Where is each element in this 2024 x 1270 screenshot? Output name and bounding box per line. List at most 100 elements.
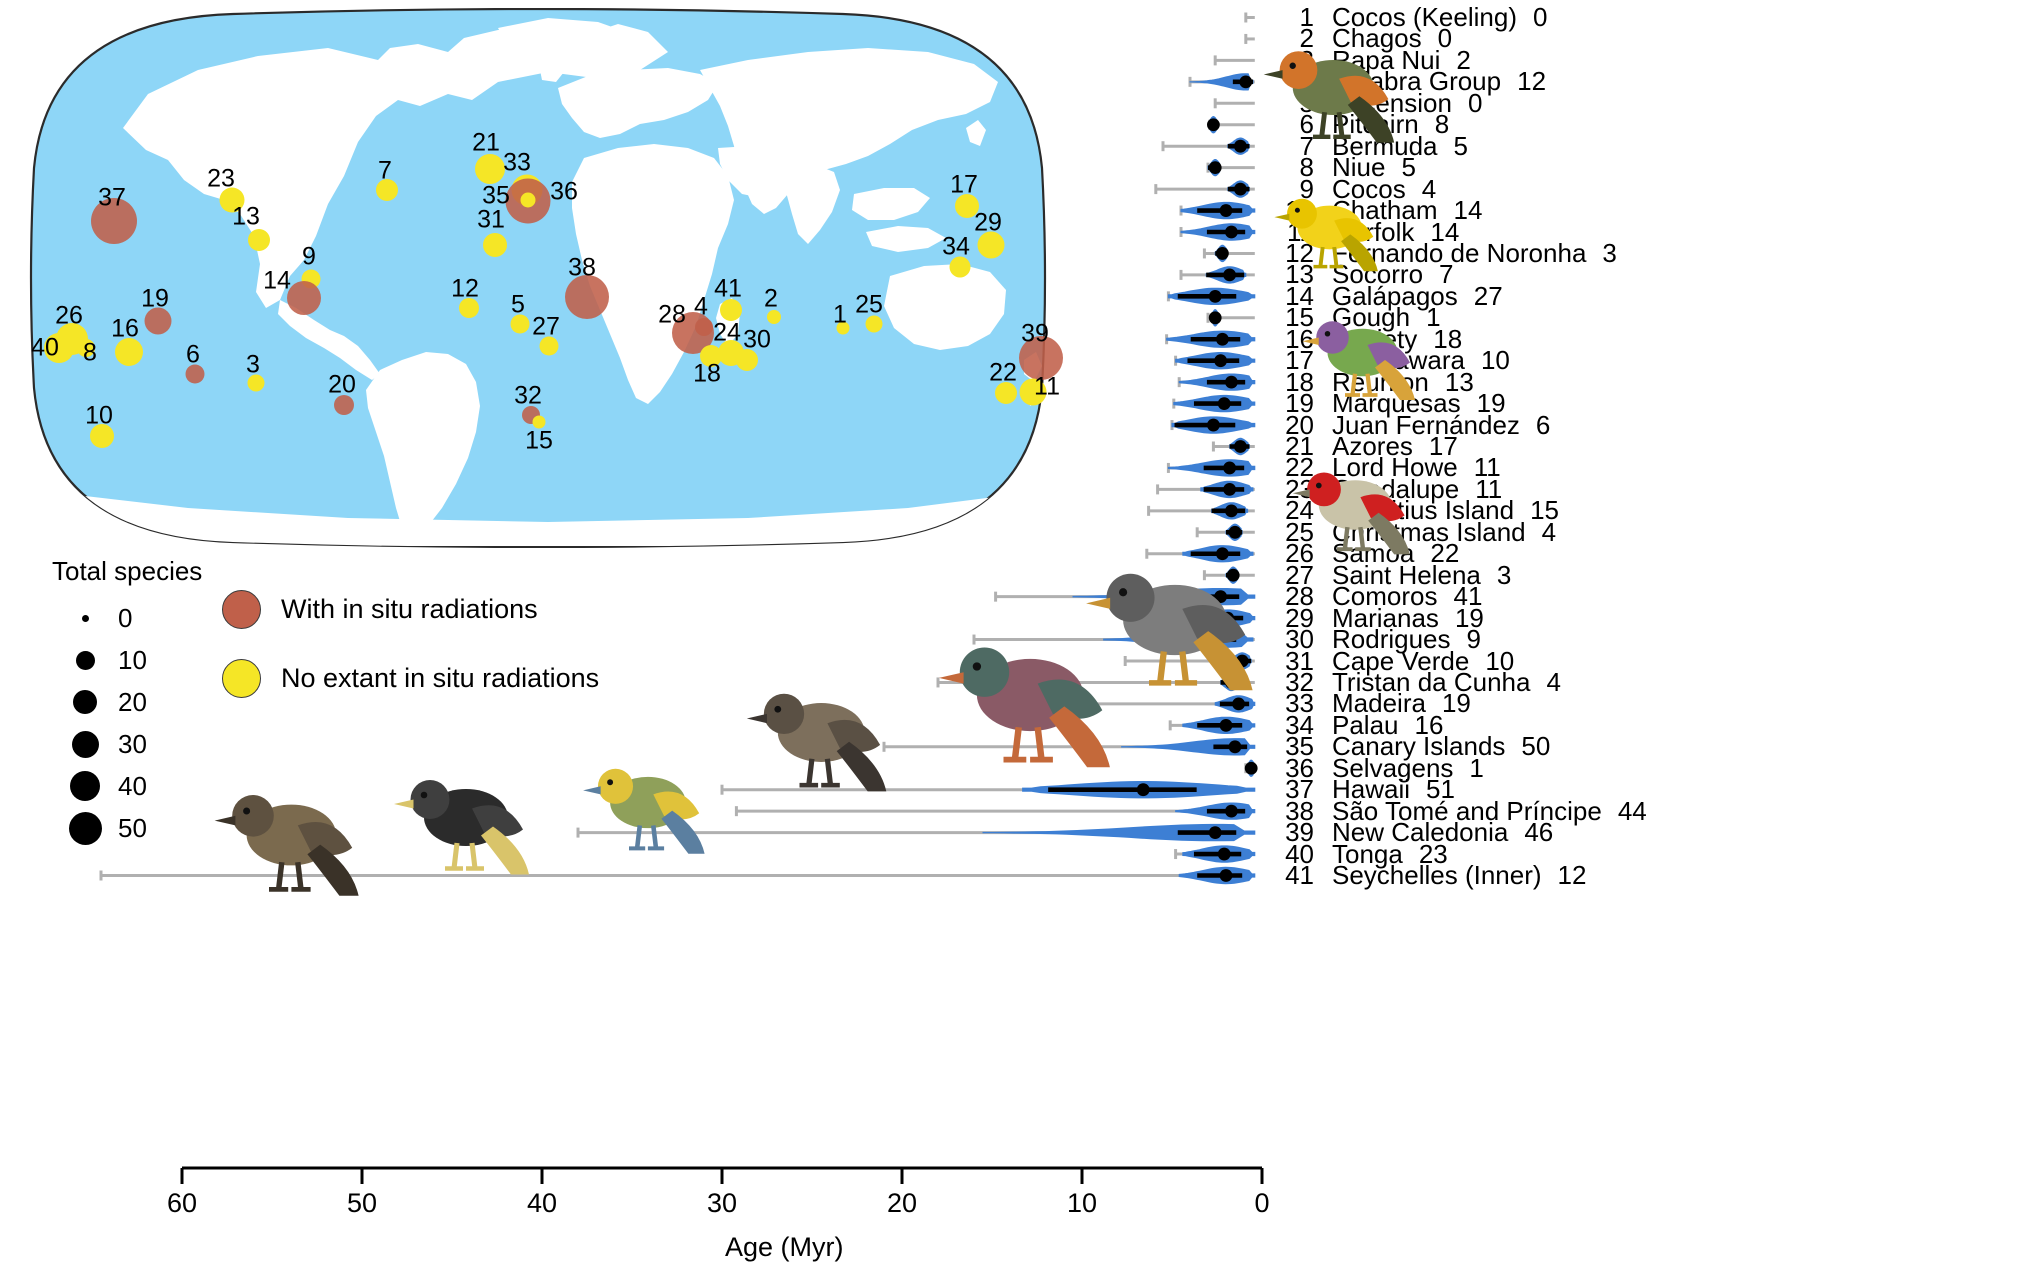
map-bubble-12 [459,298,479,318]
violin-row-5 [1213,98,1255,109]
size-legend-row: 0 [52,597,282,639]
map-bubble-20 [334,395,354,415]
map-bubble-7 [376,179,398,201]
size-legend-dot [52,690,118,714]
median-marker [1223,483,1236,496]
map-number-label: 5 [511,290,525,319]
map-number-label: 23 [207,164,235,193]
median-marker [1216,332,1229,346]
median-marker [1225,375,1238,389]
median-marker [1214,590,1227,604]
violin-row-2 [1244,33,1255,44]
axis-line-svg [180,1166,1264,1184]
size-legend-row: 10 [52,639,282,681]
world-map-panel: 37 23 13 7 21 33 35 36 31 9 14 12 38 5 27 26 19 16 40 8 6 3 20… [28,8,1063,548]
map-bubble-5 [510,314,530,334]
red-headed-honeycreeper-illustration [1285,440,1415,570]
map-bubble-1 [836,321,850,335]
brown-honeyeater-illustration [205,755,365,915]
map-number-label: 30 [743,325,771,354]
violin-row-16 [1165,330,1256,348]
violin-row-21 [1211,437,1255,456]
median-marker [1216,247,1229,260]
median-marker [1239,75,1253,89]
map-number-label: 25 [855,290,883,319]
median-marker [1228,740,1242,754]
size-legend-row: 20 [52,681,282,723]
map-bubble-31 [483,233,507,257]
map-bubble-25 [865,315,883,333]
violin-row-41 [99,866,1256,885]
map-bubble-23 [219,187,245,213]
total-species-size-legend: Total species 0 10 20 30 40 50 [52,556,282,849]
map-bubble-4 [695,318,713,336]
map-number-label: 39 [1021,319,1049,348]
size-legend-dot [52,614,118,622]
violin-row-40 [1174,845,1256,863]
map-number-label: 41 [714,274,742,303]
map-number-label: 14 [263,266,291,295]
axis-tick-label: 20 [886,1188,918,1218]
map-number-label: 15 [525,426,553,455]
median-marker [1228,525,1242,539]
violin-row-37 [720,781,1256,799]
axis-tick-label: 30 [706,1188,738,1218]
median-marker [1225,804,1238,818]
size-legend-dot [52,771,118,801]
median-marker [1207,118,1220,132]
green-fruit-dove-illustration [1290,290,1425,415]
map-number-label: 22 [989,358,1017,387]
map-number-label: 11 [1034,372,1060,401]
color-legend-label: With in situ radiations [281,594,538,624]
median-marker [1208,161,1222,175]
map-number-label: 21 [472,128,500,157]
map-number-label: 28 [658,300,686,329]
axis-tick-label: 50 [346,1188,378,1218]
map-bubble-10 [90,424,114,448]
violin-row-4 [1188,73,1255,91]
map-number-label: 9 [302,242,316,271]
median-marker [1234,182,1247,196]
yellow-warbler-illustration [1255,170,1395,285]
violin-row-10 [1179,201,1256,220]
size-legend-value: 20 [118,686,147,717]
violin-row-11 [1179,223,1256,241]
map-number-label: 8 [83,338,97,367]
map-number-label: 33 [503,148,531,177]
map-bubble-21 [475,154,505,184]
legend-title: Total species [52,556,203,586]
map-number-label: 26 [55,301,83,330]
violin-row-18 [1177,373,1256,391]
violin-row-20 [1170,416,1256,434]
map-bubble-14 [287,281,321,315]
axis-tick-label: 40 [526,1188,558,1218]
map-bubble-17 [955,194,979,218]
violin-row-13 [1179,266,1255,284]
map-number-label: 16 [111,314,139,343]
map-number-label: 27 [532,312,560,341]
map-bubble-34 [949,256,971,278]
median-marker [1219,869,1233,882]
median-marker [1217,847,1231,861]
map-bubble-38 [565,275,609,319]
violin-row-24 [1147,502,1255,520]
median-marker [1223,461,1236,475]
median-marker [1223,268,1236,282]
median-marker [1208,311,1222,325]
violin-row-35 [882,738,1256,756]
map-bubble-3 [247,374,265,392]
median-marker [1219,718,1233,732]
violin-row-3 [1213,55,1255,66]
median-marker [1136,783,1150,797]
size-legend-value: 10 [118,644,147,675]
map-number-label: 17 [950,170,978,199]
axis-tick-label: 10 [1066,1188,1098,1218]
violin-row-27 [1202,566,1255,584]
size-legend-dot [52,650,118,670]
map-number-label: 1 [833,300,847,329]
kaka-parrot-illustration [1255,10,1400,165]
violin-row-22 [1166,459,1256,477]
size-legend-value: 50 [118,812,147,843]
map-number-label: 13 [232,202,260,231]
